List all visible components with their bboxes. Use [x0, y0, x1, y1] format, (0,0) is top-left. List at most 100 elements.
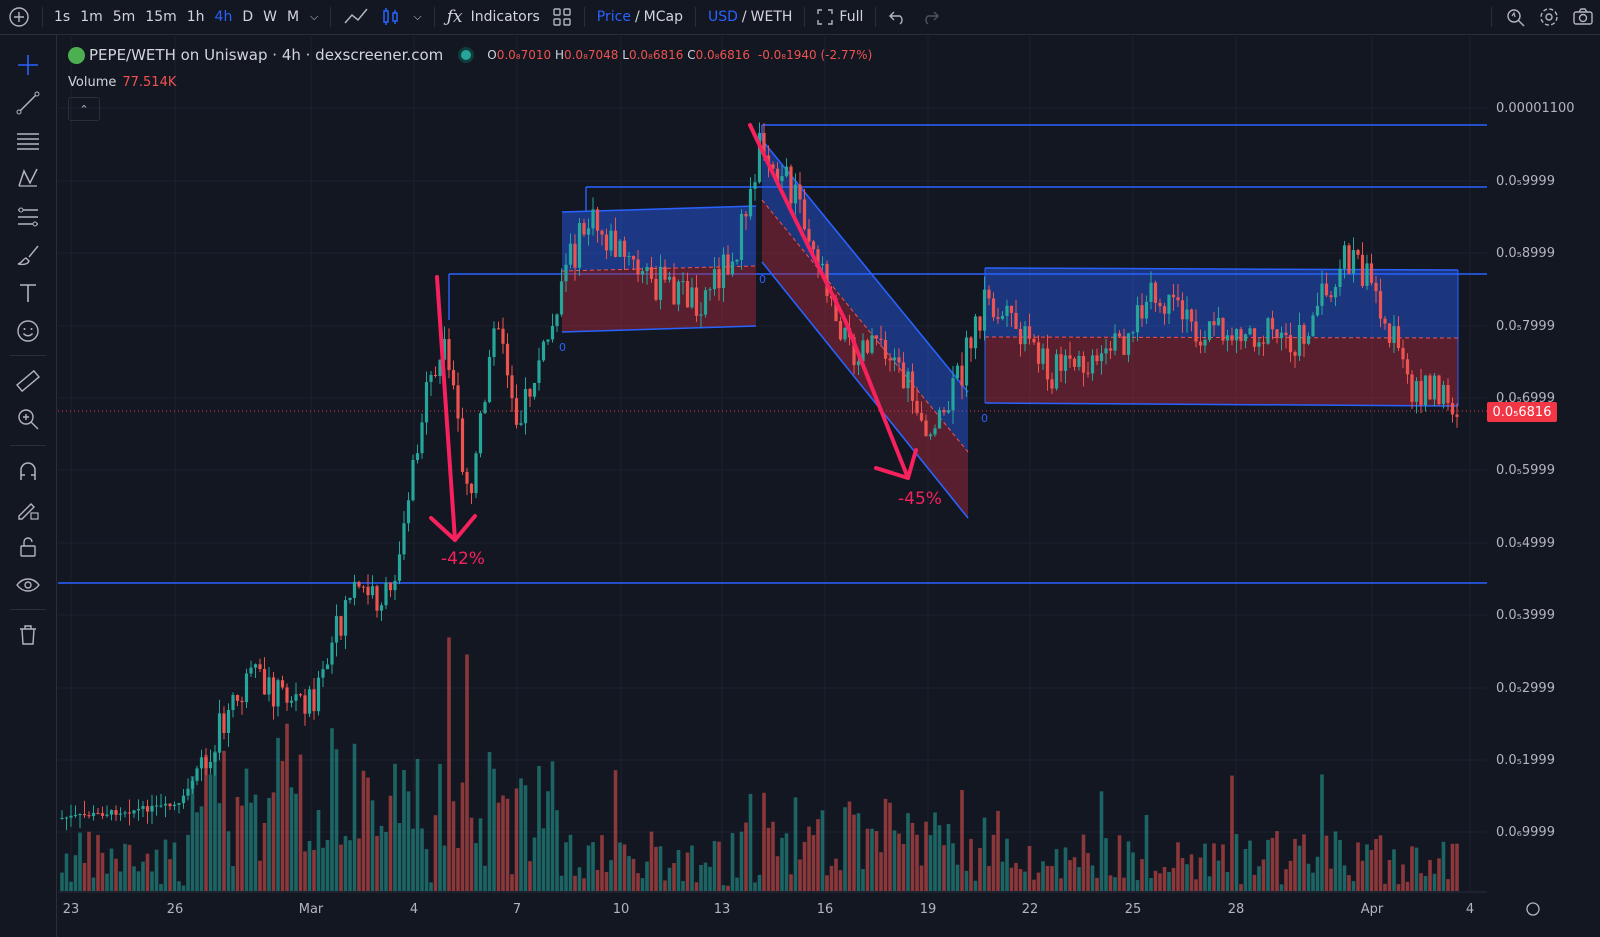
volume-bar — [325, 839, 330, 891]
pair-title[interactable]: PEPE/WETH on Uniswap · 4h · dexscreener.… — [89, 46, 444, 64]
axis-settings-icon[interactable] — [1526, 902, 1540, 916]
redo-button[interactable] — [914, 0, 946, 34]
undo-button[interactable] — [882, 0, 914, 34]
channel-lower[interactable] — [762, 200, 968, 518]
candle-body — [960, 365, 964, 386]
volume-bar — [69, 881, 73, 891]
volume-bar — [208, 774, 213, 891]
volume-bar — [1005, 838, 1009, 891]
candle-body — [1401, 348, 1405, 360]
chart-type-line-button[interactable] — [337, 0, 375, 34]
settings-button[interactable] — [1532, 0, 1566, 34]
volume-bar — [847, 801, 852, 891]
candle-body — [1387, 323, 1392, 343]
candle-body — [240, 700, 244, 703]
timeframe-D[interactable]: D — [242, 9, 254, 25]
emoji-tool[interactable] — [12, 315, 44, 347]
candle-body — [1140, 305, 1144, 319]
zoom-tool[interactable] — [12, 403, 44, 435]
candle-body — [757, 132, 762, 183]
candle-body — [514, 398, 519, 425]
hide-drawings-tool[interactable] — [12, 569, 44, 601]
price-chart[interactable]: -42% -45% 0 0 0 0.00001100 0.0₅9999 0.0₅89… — [58, 36, 1600, 937]
candle-body — [73, 814, 78, 816]
quick-search-button[interactable] — [1498, 0, 1532, 34]
volume-bar — [172, 842, 177, 891]
volume-bar — [249, 802, 253, 891]
lock-all-tool[interactable] — [12, 531, 44, 563]
brush-tool[interactable] — [12, 239, 44, 271]
fullscreen-button[interactable]: Full — [811, 0, 869, 34]
volume-bar — [852, 814, 856, 891]
add-symbol-button[interactable] — [0, 0, 36, 34]
chart-type-dropdown-chevron-icon[interactable]: ⌵ — [413, 10, 422, 23]
mcap-option[interactable]: MCap — [643, 9, 683, 25]
volume-bar — [564, 842, 568, 891]
collapse-legend-button[interactable]: ⌃ — [68, 97, 100, 121]
indicators-button[interactable]: ƒx Indicators — [441, 0, 546, 34]
divider — [804, 7, 806, 27]
price-axis[interactable]: 0.000011000.0₅99990.0₅89990.0₅79990.0₅69… — [1496, 101, 1575, 840]
volume-bar — [276, 737, 280, 891]
trend-line-tool[interactable] — [12, 87, 44, 119]
timeframe-dropdown-chevron-icon[interactable]: ⌵ — [310, 10, 319, 23]
volume-bar — [1356, 842, 1360, 891]
volume-bar — [1131, 852, 1135, 891]
volume-bar — [294, 793, 298, 891]
volume-bar — [1297, 845, 1302, 891]
volume-bar — [159, 883, 163, 891]
candle-body — [1113, 333, 1117, 351]
timeframe-1s[interactable]: 1s — [54, 9, 71, 25]
drop-arrow-1[interactable] — [435, 275, 457, 542]
volume-bar — [474, 843, 478, 891]
timeframe-W[interactable]: W — [263, 9, 277, 25]
chart-type-candles-button[interactable] — [375, 0, 407, 34]
snapshot-button[interactable] — [1566, 0, 1600, 34]
volume-bar — [924, 821, 928, 891]
currency-toggle[interactable]: USD / WETH — [702, 0, 798, 34]
volume-bar — [1090, 865, 1095, 891]
text-tool[interactable] — [12, 277, 44, 309]
ruler-tool[interactable] — [12, 365, 44, 397]
volume-bar — [1027, 846, 1032, 891]
price-mcap-toggle[interactable]: Price / MCap — [591, 0, 689, 34]
volume-bar — [906, 813, 910, 891]
fib-tool[interactable] — [12, 201, 44, 233]
timeframe-1h[interactable]: 1h — [186, 9, 205, 25]
timeframe-15m[interactable]: 15m — [145, 9, 177, 25]
timeframe-5m[interactable]: 5m — [112, 9, 136, 25]
weth-option[interactable]: WETH — [750, 9, 793, 25]
pattern-tool[interactable] — [12, 163, 44, 195]
delete-drawings-tool[interactable] — [12, 619, 44, 651]
candle-body — [537, 360, 541, 383]
drop-arrow-2[interactable] — [748, 123, 910, 480]
candle-body — [100, 813, 105, 816]
range-box-2-lower[interactable] — [985, 337, 1458, 406]
toolbar-right — [1485, 0, 1600, 34]
magnet-tool[interactable] — [12, 455, 44, 487]
volume-bar — [1270, 837, 1275, 891]
volume-bar — [1054, 849, 1059, 891]
volume-bar — [951, 843, 955, 891]
candle-body — [438, 359, 442, 376]
candle-body — [532, 382, 537, 397]
volume-bar — [820, 810, 825, 891]
timeframe-1m[interactable]: 1m — [80, 9, 103, 25]
volume-bar — [226, 831, 231, 891]
timeframe-4h[interactable]: 4h — [214, 9, 233, 25]
horizontal-lines-tool[interactable] — [12, 125, 44, 157]
volume-bar — [1369, 850, 1374, 891]
volume-bar — [604, 872, 609, 891]
usd-option[interactable]: USD — [707, 9, 738, 25]
candle-body — [910, 371, 915, 401]
lock-drawing-tool[interactable] — [12, 493, 44, 525]
price-option[interactable]: Price — [596, 9, 631, 25]
timeframe-M[interactable]: M — [286, 9, 300, 25]
layouts-button[interactable] — [546, 0, 578, 34]
drop-arrow-2-head — [874, 448, 918, 480]
volume-bar — [681, 881, 685, 891]
channel-upper[interactable] — [762, 140, 968, 452]
time-axis[interactable]: 23 26 Mar 4 7 10 13 16 19 22 25 28 Apr 4 — [58, 891, 1540, 917]
candle-body — [1243, 334, 1248, 342]
crosshair-tool[interactable] — [12, 49, 44, 81]
